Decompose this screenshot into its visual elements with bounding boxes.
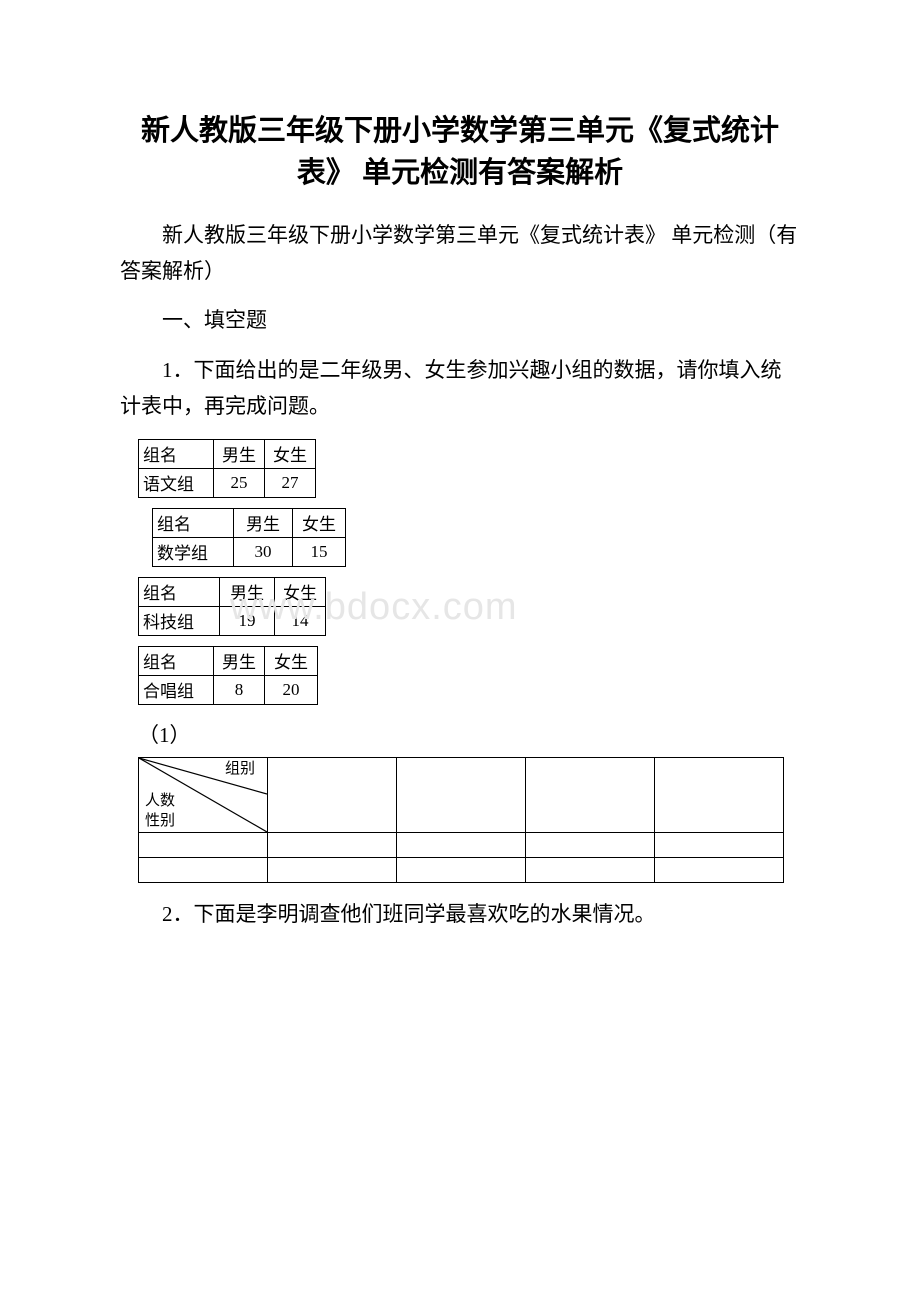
header-boys: 男生 (214, 439, 265, 468)
intro-paragraph: 新人教版三年级下册小学数学第三单元《复式统计表》 单元检测（有答案解析） (120, 218, 800, 289)
diagonal-header-cell: 组别 人数 性别 (139, 757, 268, 832)
cell-group: 合唱组 (139, 675, 214, 704)
table-composite-blank: 组别 人数 性别 (138, 757, 784, 883)
cell-group: 科技组 (139, 606, 220, 635)
header-girls: 女生 (275, 577, 326, 606)
header-group: 组名 (153, 508, 234, 537)
table-row (139, 857, 784, 882)
blank-cell (655, 857, 784, 882)
table-row: 组名 男生 女生 (139, 439, 316, 468)
blank-cell (655, 832, 784, 857)
blank-cell (526, 832, 655, 857)
header-group: 组名 (139, 439, 214, 468)
table-row: 组名 男生 女生 (139, 577, 326, 606)
table-shuxue: 组名 男生 女生 数学组 30 15 (152, 508, 346, 567)
header-girls: 女生 (293, 508, 346, 537)
cell-group: 语文组 (139, 468, 214, 497)
header-boys: 男生 (220, 577, 275, 606)
section-heading: 一、填空题 (120, 303, 800, 339)
cell-boys: 25 (214, 468, 265, 497)
cell-boys: 30 (234, 537, 293, 566)
header-group: 组名 (139, 577, 220, 606)
diag-label-top: 组别 (225, 762, 255, 777)
blank-cell (655, 757, 784, 832)
header-group: 组名 (139, 646, 214, 675)
diag-label-bot: 性别 (145, 814, 175, 829)
blank-cell (526, 857, 655, 882)
blank-cell (139, 857, 268, 882)
table-row: 组名 男生 女生 (153, 508, 346, 537)
table-row: 组别 人数 性别 (139, 757, 784, 832)
header-boys: 男生 (234, 508, 293, 537)
blank-cell (268, 757, 397, 832)
diag-label-mid: 人数 (145, 794, 175, 809)
blank-cell (139, 832, 268, 857)
blank-cell (397, 757, 526, 832)
header-girls: 女生 (265, 439, 316, 468)
document-page: 新人教版三年级下册小学数学第三单元《复式统计表》 单元检测有答案解析 新人教版三… (0, 0, 920, 1006)
table-row: 语文组 25 27 (139, 468, 316, 497)
blank-cell (268, 857, 397, 882)
question-1-sub: （1） (138, 719, 800, 749)
table-row (139, 832, 784, 857)
header-girls: 女生 (265, 646, 318, 675)
cell-boys: 19 (220, 606, 275, 635)
table-row: 科技组 19 14 (139, 606, 326, 635)
table-hechang: 组名 男生 女生 合唱组 8 20 (138, 646, 318, 705)
blank-cell (397, 857, 526, 882)
table-yuwen: 组名 男生 女生 语文组 25 27 (138, 439, 316, 498)
cell-girls: 15 (293, 537, 346, 566)
cell-group: 数学组 (153, 537, 234, 566)
question-2: 2．下面是李明调查他们班同学最喜欢吃的水果情况。 (120, 897, 800, 933)
table-row: 合唱组 8 20 (139, 675, 318, 704)
cell-boys: 8 (214, 675, 265, 704)
cell-girls: 14 (275, 606, 326, 635)
cell-girls: 27 (265, 468, 316, 497)
header-boys: 男生 (214, 646, 265, 675)
page-title: 新人教版三年级下册小学数学第三单元《复式统计表》 单元检测有答案解析 (120, 110, 800, 194)
blank-cell (268, 832, 397, 857)
question-1: 1．下面给出的是二年级男、女生参加兴趣小组的数据，请你填入统计表中，再完成问题。 (120, 353, 800, 424)
table-row: 组名 男生 女生 (139, 646, 318, 675)
blank-cell (526, 757, 655, 832)
table-row: 数学组 30 15 (153, 537, 346, 566)
blank-cell (397, 832, 526, 857)
table-keji: 组名 男生 女生 科技组 19 14 (138, 577, 326, 636)
cell-girls: 20 (265, 675, 318, 704)
